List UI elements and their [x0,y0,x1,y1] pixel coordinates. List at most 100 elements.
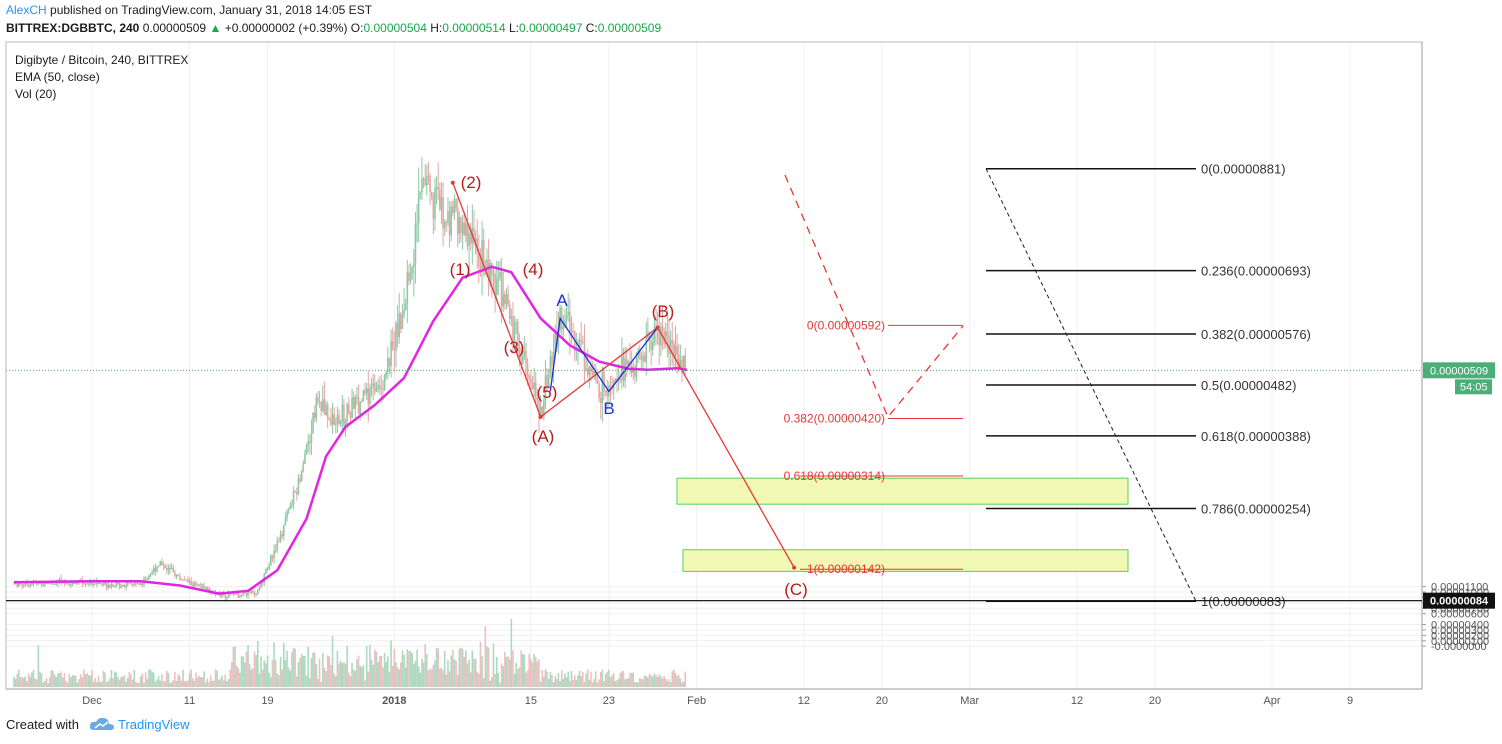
candle-body [174,572,176,577]
volume-bar [575,679,578,687]
volume-bar [139,676,142,687]
candle-body [65,582,67,584]
volume-bar [276,673,279,687]
volume-bar [310,657,313,687]
candle-body [297,478,300,495]
volume-bar [274,659,277,687]
candle-body [226,597,228,599]
candle-body [528,375,531,380]
candle-body [677,354,680,370]
volume-bar [148,670,150,687]
candle-body [284,518,287,526]
volume-bar [271,660,274,687]
price-axis[interactable]: 0.000011000.000010000.000009000.00000800… [6,42,1495,689]
volume-bar [647,677,649,687]
volume-bar [102,670,105,687]
candle-body [187,579,189,583]
volume-bar [585,673,587,687]
candle-body [411,267,413,274]
time-axis[interactable]: Dec 11 19 2018 15 23 Feb 12 20 Mar 12 20 Apr 9 [6,688,1422,707]
candle-body [182,579,184,581]
volume-bar [299,657,301,687]
candle-body [172,567,175,573]
volume-bar [174,671,176,687]
volume-bar [466,663,469,687]
publisher-name[interactable]: AlexCH [6,3,47,17]
volume-bar [65,680,67,687]
volume-bar [169,682,171,687]
volume-bar [245,651,248,687]
candle-body [593,368,596,375]
candle-body [305,444,308,455]
volume-bar [582,671,584,687]
candle-body [673,343,675,357]
volume-bar [317,678,319,687]
volume-bar [674,672,677,687]
volume-bar [504,651,506,687]
candle-body [71,583,74,585]
volume-bar [304,655,306,687]
volume-bar [198,675,201,687]
candle-body [317,397,319,402]
wave-label: (A) [532,427,555,446]
volume-bar [284,659,287,687]
legend-vol[interactable]: Vol (20) [15,87,56,101]
candle-body [291,504,293,506]
candle-body [269,555,272,566]
volume-bar [282,643,285,687]
volume-bar [305,675,308,687]
candle-body [123,585,126,588]
candle-body [595,368,597,380]
volume-bar [61,677,64,687]
volume-bar [341,663,344,687]
legend-ema[interactable]: EMA (50, close) [15,70,100,84]
volume-bar [83,669,85,687]
volume-bar [357,655,360,687]
candle-body [599,397,602,403]
volume-bar [495,656,498,687]
target-zones [676,477,1129,572]
x-tick-label: Feb [687,695,706,707]
candle-body [601,371,604,403]
high-value: 0.00000514 [442,21,506,35]
candle-body [27,584,30,586]
volume-bar [297,662,300,687]
candle-body [539,406,542,416]
tradingview-brand[interactable]: TradingView [118,717,190,732]
candle-body [331,414,334,425]
candle-body [195,582,197,585]
candle-body [276,541,279,551]
volume-bar [351,662,353,687]
candle-body [68,583,71,586]
low-label: L: [508,21,519,35]
volume-bar [35,679,38,687]
volume-bar [234,646,236,687]
candle-body [230,593,233,595]
candle-body [582,340,584,343]
volume-bar [78,679,80,687]
candle-body [154,567,157,572]
candle-body [414,223,417,264]
fib-level-label: 0.5(0.00000482) [1201,378,1296,393]
volume-bar [476,671,479,687]
volume-bar [538,659,540,687]
volume-bar [387,656,389,687]
candle-body [224,595,227,598]
volume-bar [146,678,149,687]
candle-body [169,568,171,570]
low-value: 0.00000497 [518,21,583,35]
volume-bar [115,672,118,687]
volume-bar [448,671,451,687]
volume-bar [617,678,620,687]
volume-bar [128,671,131,687]
volume-bar [411,652,413,687]
candle-body [515,322,518,324]
candle-body [380,387,383,390]
volume-bar [421,658,423,687]
candle-body [668,335,670,354]
volume-bar [235,665,238,687]
volume-bar [44,680,46,687]
volume-bar [328,656,331,687]
candle-body [180,578,183,581]
